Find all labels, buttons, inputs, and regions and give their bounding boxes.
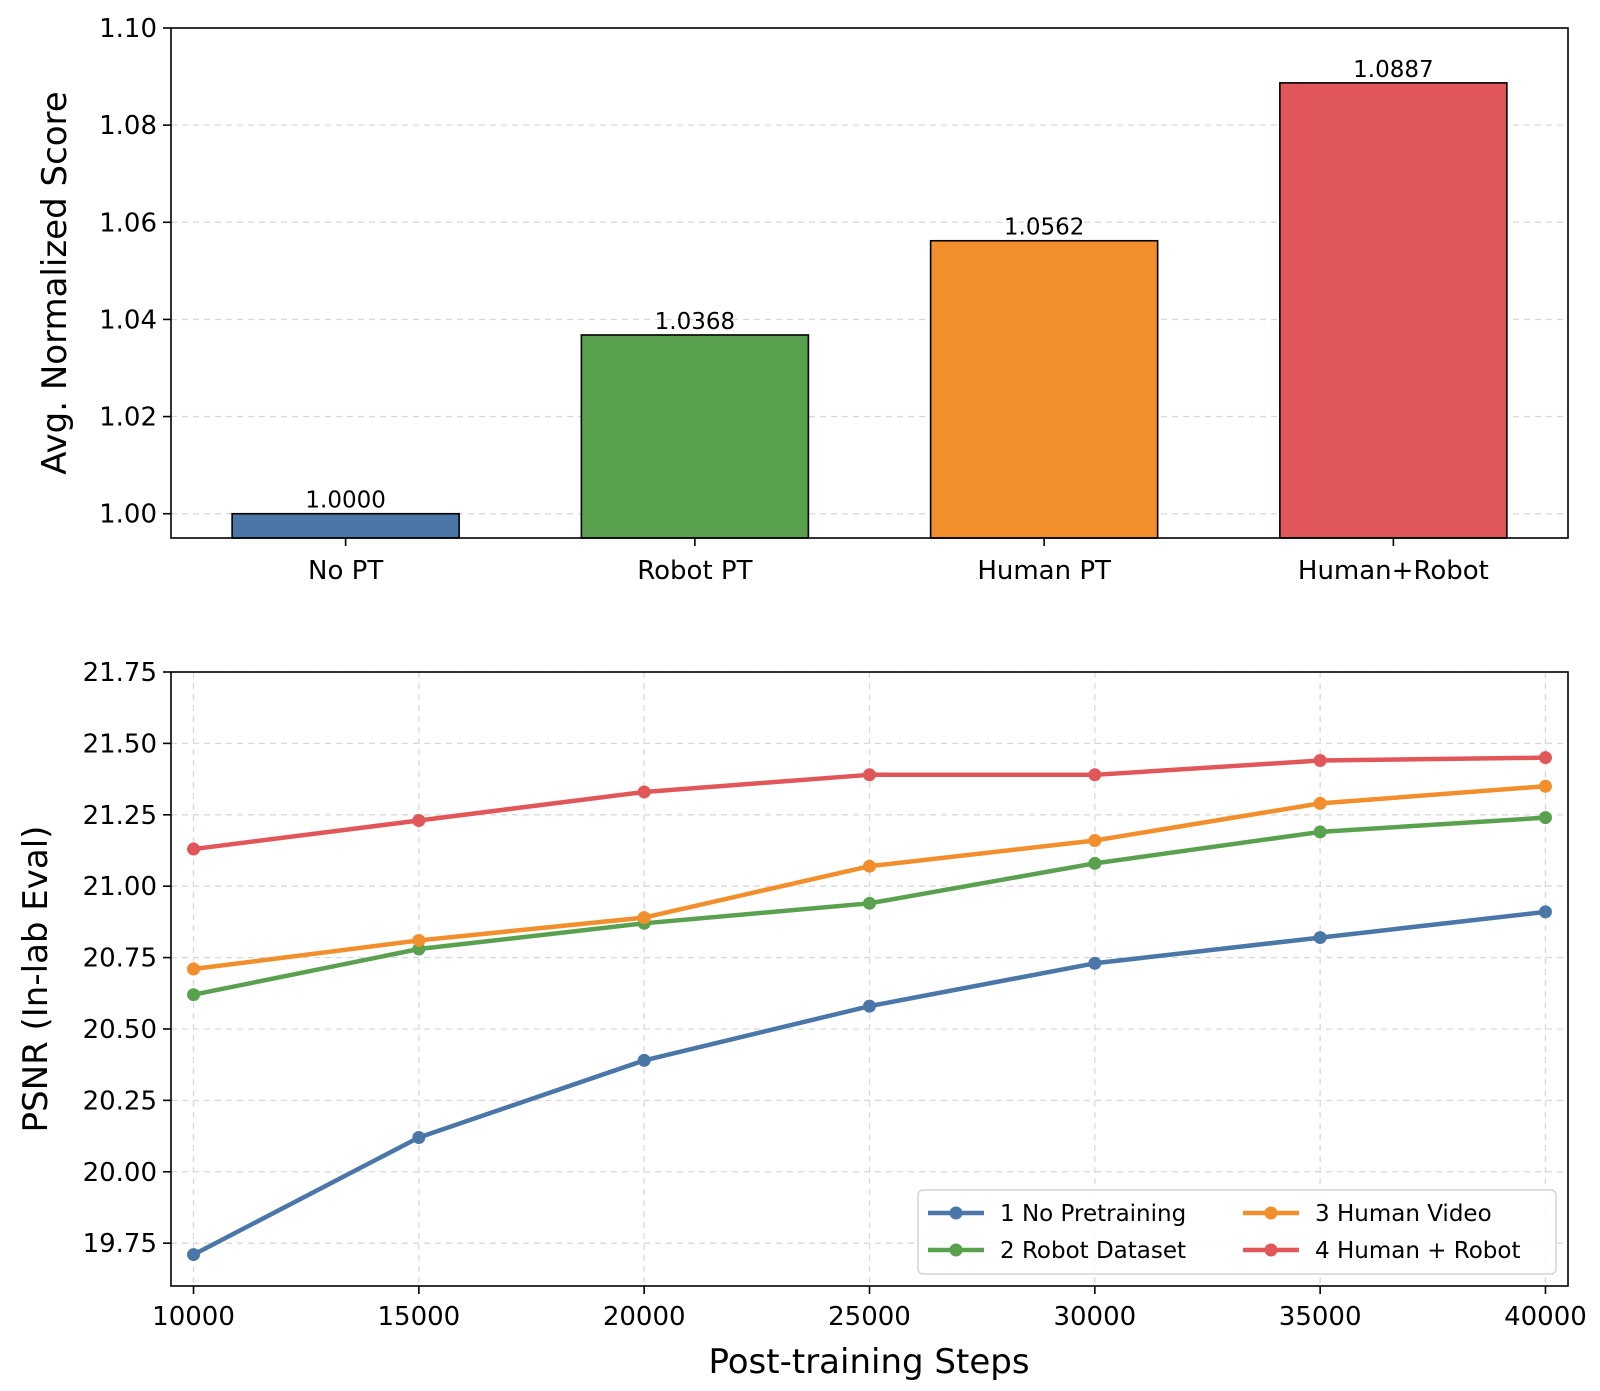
bar xyxy=(580,334,810,539)
data-point xyxy=(187,1248,201,1262)
bar-chart-x-tick-label: Human PT xyxy=(977,556,1111,586)
data-point xyxy=(1088,833,1102,847)
data-point xyxy=(637,911,651,925)
line-chart-x-axis-title: Post-training Steps xyxy=(708,1342,1029,1382)
legend-box xyxy=(917,1189,1557,1275)
data-point xyxy=(187,988,201,1002)
legend-marker-swatch xyxy=(949,1206,963,1220)
legend-marker-swatch xyxy=(949,1243,963,1257)
data-point xyxy=(637,1053,651,1067)
line-chart-series xyxy=(187,751,1552,1262)
line-chart-y-axis-title: PSNR (In-lab Eval) xyxy=(16,826,56,1133)
bar-chart-x-tick-label: Human+Robot xyxy=(1298,556,1489,586)
bar-chart-y-tick-label: 1.08 xyxy=(99,111,157,141)
line-chart-x-tick-label: 10000 xyxy=(152,1302,235,1332)
bar-value-label: 1.0368 xyxy=(655,309,735,335)
data-point xyxy=(412,814,426,828)
bar-value-label: 1.0000 xyxy=(305,488,385,514)
data-point xyxy=(1088,856,1102,870)
data-point xyxy=(412,933,426,947)
legend-marker-swatch xyxy=(1264,1243,1278,1257)
legend-entry-label: 2 Robot Dataset xyxy=(1000,1238,1186,1264)
bar-chart-y-axis: 1.00 1.02 1.04 1.06 1.08 1.10 xyxy=(99,14,171,530)
bar xyxy=(929,239,1159,539)
line-chart-y-tick-label: 19.75 xyxy=(83,1229,157,1259)
line-chart-y-tick-label: 20.00 xyxy=(83,1158,157,1188)
data-point xyxy=(863,896,876,910)
line-chart-x-tick-label: 30000 xyxy=(1053,1302,1136,1332)
data-point xyxy=(1088,768,1102,782)
data-point xyxy=(637,785,651,799)
line-chart: 19.75 20.00 20.25 20.50 20.75 21.00 21.25 21.50… xyxy=(16,658,1587,1382)
bar-chart-y-tick-label: 1.04 xyxy=(99,305,157,335)
data-point xyxy=(1313,825,1327,839)
bar-chart-bars: 1.0000 1.0368 1.0562 1.0887 xyxy=(231,57,1508,539)
line-chart-x-tick-label: 40000 xyxy=(1504,1302,1587,1332)
bar-chart-frame xyxy=(170,27,1569,539)
bar-chart-y-tick-label: 1.06 xyxy=(99,208,157,238)
legend-marker-swatch xyxy=(1264,1206,1278,1220)
data-point xyxy=(1313,754,1327,768)
data-point xyxy=(1538,811,1552,825)
legend-entry-label: 1 No Pretraining xyxy=(1000,1201,1186,1227)
data-point xyxy=(1088,956,1102,970)
bar-chart-y-tick-label: 1.00 xyxy=(99,500,157,530)
bar-chart-x-tick-label: Robot PT xyxy=(637,556,752,586)
bar-chart-y-tick-label: 1.10 xyxy=(99,14,157,44)
line-chart-y-tick-label: 20.50 xyxy=(83,1015,157,1045)
data-point xyxy=(1538,905,1552,919)
bar-chart-x-axis: No PT Robot PT Human PT Human+Robot xyxy=(308,538,1489,586)
line-chart-x-tick-label: 25000 xyxy=(828,1302,911,1332)
line-chart-x-tick-label: 20000 xyxy=(603,1302,686,1332)
line-chart-y-tick-label: 21.50 xyxy=(83,729,157,759)
line-chart-y-tick-label: 21.75 xyxy=(83,658,157,688)
line-chart-y-tick-label: 20.75 xyxy=(83,944,157,974)
data-point xyxy=(863,859,876,873)
data-point xyxy=(863,999,876,1013)
data-point xyxy=(863,768,876,782)
legend-entry-label: 3 Human Video xyxy=(1315,1201,1492,1227)
bar-chart-y-axis-title: Avg. Normalized Score xyxy=(35,91,75,474)
data-point xyxy=(1313,796,1327,810)
line-chart-x-tick-label: 15000 xyxy=(377,1302,460,1332)
data-point xyxy=(1538,779,1552,793)
bar-value-label: 1.0887 xyxy=(1353,57,1433,83)
bar xyxy=(231,512,460,539)
line-chart-y-tick-label: 21.25 xyxy=(83,801,157,831)
legend-entry-label: 4 Human + Robot xyxy=(1315,1238,1521,1264)
data-point xyxy=(187,962,201,976)
bar xyxy=(1279,82,1508,539)
line-chart-x-axis: 10000 15000 20000 25000 30000 35000 40000 xyxy=(152,1286,1587,1332)
data-point xyxy=(1313,931,1327,945)
bar-chart-x-tick-label: No PT xyxy=(308,556,383,586)
line-chart-legend: 1 No Pretraining 2 Robot Dataset 3 Human V… xyxy=(917,1189,1557,1275)
data-point xyxy=(412,1130,426,1144)
data-point xyxy=(187,842,201,856)
bar-chart-y-tick-label: 1.02 xyxy=(99,403,157,433)
bar-value-label: 1.0562 xyxy=(1004,215,1084,241)
line-chart-y-tick-label: 21.00 xyxy=(83,872,157,902)
line-chart-y-tick-label: 20.25 xyxy=(83,1086,157,1116)
line-chart-y-axis: 19.75 20.00 20.25 20.50 20.75 21.00 21.25 21.50… xyxy=(83,658,171,1259)
data-point xyxy=(1538,751,1552,765)
line-chart-x-tick-label: 35000 xyxy=(1279,1302,1362,1332)
